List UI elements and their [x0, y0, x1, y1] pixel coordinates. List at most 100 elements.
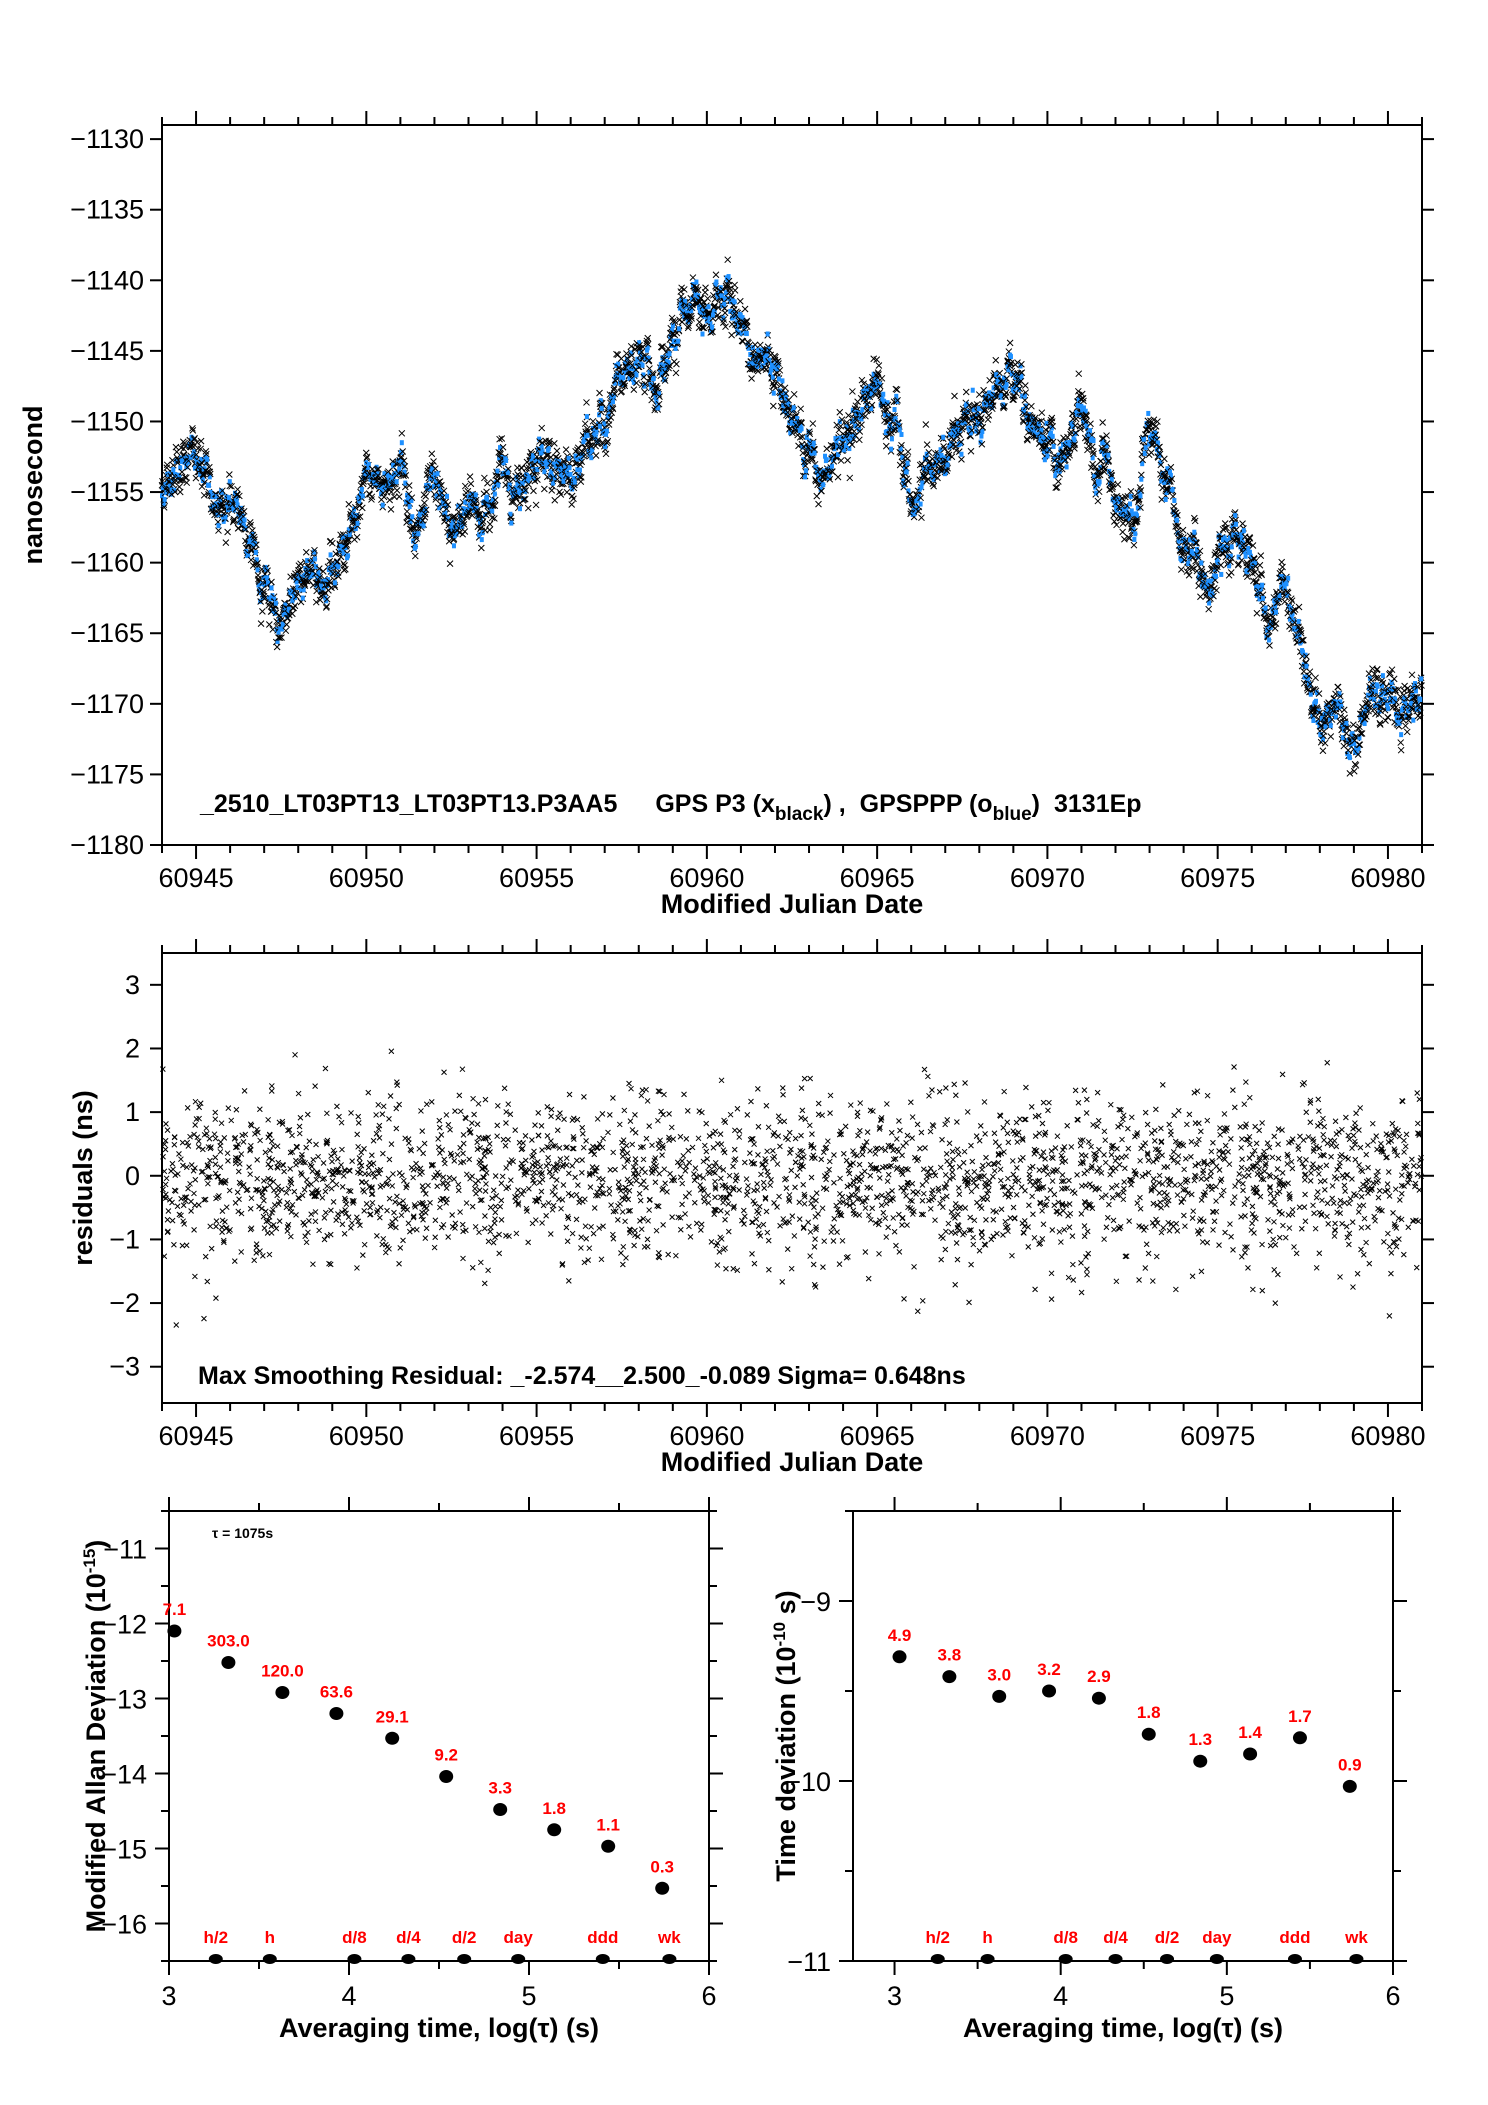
point-gpsppp [484, 494, 489, 500]
point-gps-p3 [748, 375, 755, 382]
point-gps-p3 [323, 595, 331, 603]
point-gpsppp [347, 532, 352, 538]
point-gps-p3 [804, 457, 811, 465]
point-gpsppp [190, 435, 195, 441]
point-gps-p3 [1021, 382, 1029, 389]
point-gpsppp [1128, 501, 1133, 507]
point-gpsppp [673, 345, 678, 351]
residual-point [826, 1166, 832, 1173]
residual-point [692, 1165, 699, 1171]
point-gps-p3 [856, 428, 864, 435]
point-gpsppp [645, 345, 650, 351]
point-gpsppp [418, 521, 423, 527]
point-gps-p3 [233, 491, 241, 499]
point-gps-p3 [342, 543, 350, 550]
point-gps-p3 [661, 377, 669, 384]
residual-point [740, 1207, 747, 1214]
point-gps-p3 [672, 369, 680, 377]
point-gpsppp [1051, 443, 1056, 449]
point-gpsppp [708, 320, 713, 326]
point-gpsppp [171, 467, 176, 473]
point-gps-p3 [362, 449, 370, 457]
point-gps-p3 [478, 519, 486, 527]
x-axis-title: Modified Julian Date [661, 889, 924, 919]
residual-point [606, 1190, 613, 1197]
point-gpsppp [322, 578, 327, 584]
point-gpsppp [981, 408, 986, 414]
point-gps-p3 [806, 430, 814, 438]
point-gpsppp [603, 444, 608, 450]
point-gpsppp [443, 510, 448, 516]
point-gpsppp [851, 433, 856, 439]
point-gpsppp [706, 304, 711, 310]
point-gpsppp [607, 405, 612, 411]
point-gpsppp [948, 432, 953, 438]
residual-point [162, 1146, 169, 1153]
point-gpsppp [269, 585, 274, 591]
point-gpsppp [174, 458, 179, 464]
point-gpsppp [920, 480, 925, 486]
point-gps-p3 [844, 456, 851, 464]
point-gpsppp [1069, 420, 1074, 426]
point-gpsppp [608, 402, 613, 408]
residual-point [831, 1215, 838, 1222]
residual-point [261, 1225, 268, 1232]
point-gps-p3 [978, 414, 985, 421]
point-gps-p3 [250, 533, 258, 541]
point-gpsppp [525, 478, 530, 484]
point-gpsppp [734, 320, 739, 326]
point-gps-p3 [743, 323, 751, 330]
point-gps-p3 [466, 473, 474, 480]
residual-point [885, 1224, 891, 1231]
point-gps-p3 [889, 426, 897, 434]
point-gpsppp [366, 462, 371, 468]
point-gps-p3 [219, 487, 226, 495]
point-gpsppp [630, 376, 635, 382]
point-gpsppp [594, 429, 599, 435]
point-gps-p3 [467, 480, 475, 488]
point-gps-p3 [1390, 675, 1398, 683]
point-gps-p3 [323, 602, 331, 610]
residual-point [310, 1261, 316, 1268]
point-gpsppp [955, 430, 960, 436]
point-gpsppp [803, 474, 808, 480]
point-gps-p3 [962, 388, 970, 396]
point-gps-p3 [641, 380, 649, 388]
point-gps-p3 [645, 357, 653, 364]
point-gps-p3 [884, 401, 892, 409]
point-gps-p3 [419, 517, 427, 524]
point-gpsppp [406, 495, 411, 501]
point-gpsppp [1419, 676, 1424, 682]
point-gpsppp [280, 621, 285, 627]
point-gpsppp [664, 365, 668, 371]
point-gps-p3 [956, 431, 964, 439]
point-gpsppp [590, 447, 595, 453]
point-gpsppp [184, 464, 189, 470]
point-gpsppp [1052, 456, 1057, 462]
point-gps-p3 [1177, 566, 1185, 573]
point-gpsppp [576, 456, 581, 462]
residual-point [371, 1174, 378, 1180]
point-gps-p3 [488, 514, 496, 522]
point-gpsppp [899, 431, 904, 437]
point-gps-p3 [254, 559, 261, 567]
point-gpsppp [549, 469, 554, 475]
residual-point [446, 1174, 453, 1181]
point-gpsppp [1040, 438, 1045, 444]
point-gpsppp [438, 490, 443, 496]
residual-point [1392, 1186, 1399, 1193]
residual-point [631, 1242, 637, 1249]
point-gpsppp [1054, 468, 1059, 474]
residual-point [867, 1148, 873, 1154]
residual-point [396, 1101, 403, 1108]
y-axis-title: nanosecond [18, 405, 48, 564]
point-gpsppp [1020, 393, 1025, 399]
point-gpsppp [531, 453, 536, 459]
point-gps-p3 [692, 286, 700, 293]
x-tick-label: 60950 [329, 1421, 404, 1451]
series-annotation: _2510_LT03PT13_LT03PT13.P3AA5 GPS P3 (xbl… [199, 790, 1142, 825]
point-gpsppp [859, 416, 864, 422]
residual-point [1398, 1172, 1405, 1179]
point-gps-p3 [228, 482, 235, 490]
